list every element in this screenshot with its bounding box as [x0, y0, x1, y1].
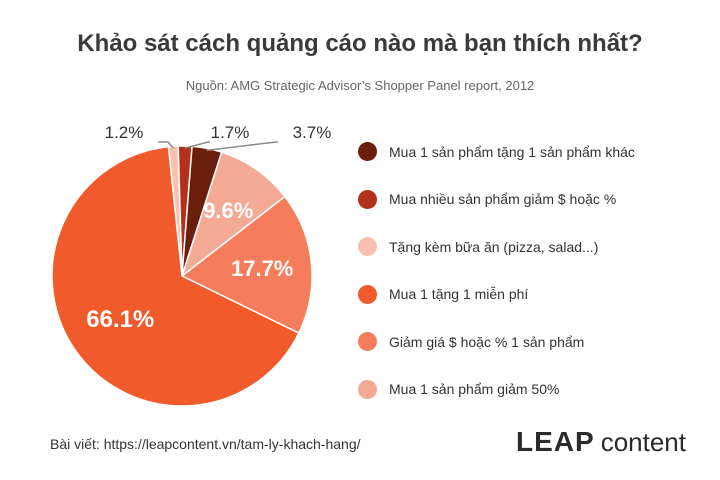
- article-link-text: Bài viết: https://leapcontent.vn/tam-ly-…: [50, 436, 361, 452]
- legend-swatch: [358, 379, 377, 399]
- leader-line: [206, 141, 278, 152]
- slice-value-label-outside: 3.7%: [293, 123, 332, 142]
- legend-label: Mua 1 sản phẩm tặng 1 sản phẩm khác: [389, 143, 635, 160]
- slice-value-label-outside: 1.2%: [105, 123, 144, 142]
- chart-title: Khảo sát cách quảng cáo nào mà bạn thích…: [77, 30, 643, 57]
- slice-value-label-outside: 1.7%: [211, 123, 250, 142]
- leap-content-logo: LEAP content: [516, 426, 686, 458]
- legend-swatch: [358, 189, 377, 209]
- legend-item: Giảm giá $ hoặc % 1 sản phẩm: [358, 318, 698, 366]
- legend-swatch: [358, 237, 377, 257]
- pie-slice: [180, 195, 313, 335]
- legend-label: Tặng kèm bữa ăn (pizza, salad...): [389, 238, 599, 255]
- legend-item: Tặng kèm bữa ăn (pizza, salad...): [358, 223, 698, 271]
- slice-value-label: 66.1%: [86, 306, 154, 333]
- legend-swatch: [358, 284, 377, 304]
- slice-value-label: 17.7%: [231, 256, 293, 281]
- legend-swatch: [358, 332, 377, 352]
- logo-suffix: content: [600, 427, 686, 457]
- chart-subtitle: Nguồn: AMG Strategic Advisor’s Shopper P…: [185, 78, 535, 93]
- leader-line: [184, 141, 210, 149]
- logo-wordmark: LEAP: [516, 426, 595, 457]
- legend-swatch: [358, 142, 377, 162]
- legend-label: Mua 1 sản phẩm giảm 50%: [389, 381, 560, 398]
- legend-item: Mua 1 tặng 1 miễn phí: [358, 271, 698, 319]
- legend-item: Mua 1 sản phẩm giảm 50%: [358, 366, 698, 414]
- legend-item: Mua nhiều sản phẩm giảm $ hoặc %: [358, 176, 698, 224]
- pie-slice: [51, 145, 300, 407]
- legend-item: Mua 1 sản phẩm tặng 1 sản phẩm khác: [358, 128, 698, 176]
- pie-slice: [180, 151, 286, 279]
- legend-label: Mua 1 tặng 1 miễn phí: [389, 286, 529, 303]
- leader-line: [158, 141, 174, 149]
- legend-label: Mua nhiều sản phẩm giảm $ hoặc %: [389, 191, 617, 208]
- legend-label: Giảm giá $ hoặc % 1 sản phẩm: [389, 333, 585, 350]
- slice-value-label: 9.6%: [203, 198, 253, 223]
- chart-legend: Mua 1 sản phẩm tặng 1 sản phẩm khác Mua n…: [358, 128, 698, 413]
